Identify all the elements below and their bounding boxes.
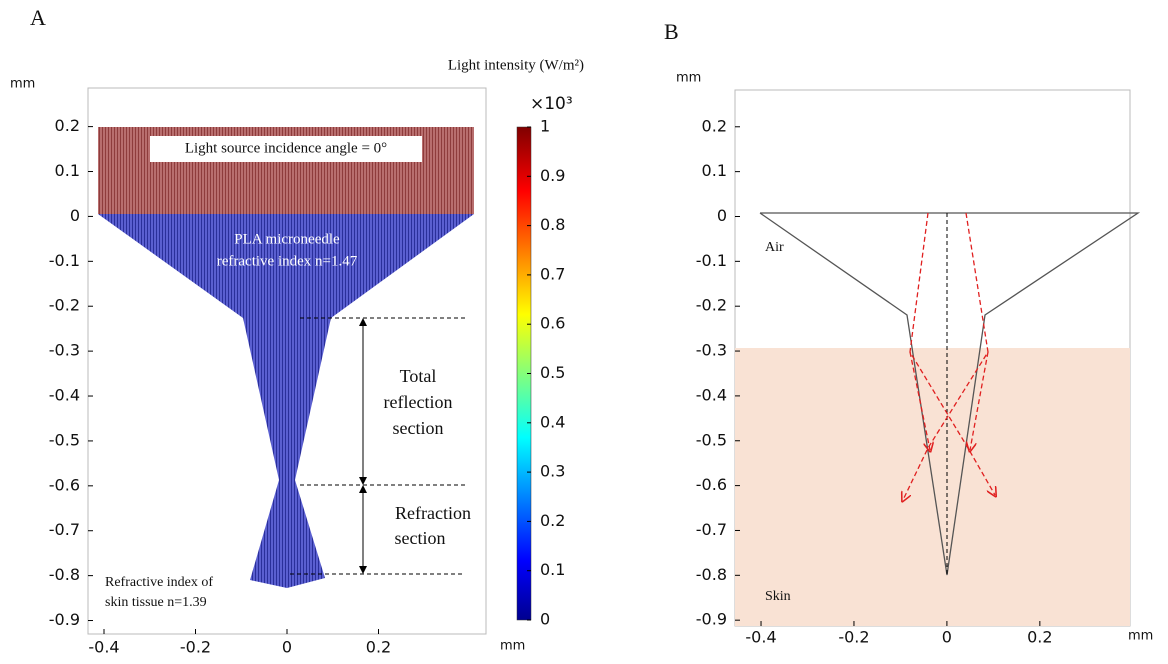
x-tick-label: 0 <box>282 638 292 657</box>
y-unit: mm <box>676 71 701 86</box>
annotation: section <box>395 528 446 548</box>
colorbar-tick-label: 0.5 <box>540 363 565 382</box>
label-bg <box>150 136 422 162</box>
colorbar-tick-label: 0.2 <box>540 511 565 530</box>
colorbar-tick-label: 1 <box>540 117 550 136</box>
x-tick-label: 0.2 <box>366 638 391 657</box>
y-tick-label: -0.1 <box>49 251 80 270</box>
colorbar-tick-label: 0.3 <box>540 462 565 481</box>
panel-label: B <box>664 19 679 44</box>
y-tick-label: -0.7 <box>49 520 80 539</box>
y-tick-label: -0.3 <box>696 341 727 360</box>
y-tick-label: 0.1 <box>702 161 727 180</box>
annotation: PLA microneedle <box>234 231 340 247</box>
x-unit: mm <box>500 639 525 654</box>
y-tick-label: -0.4 <box>696 385 727 404</box>
colorbar-title: Light intensity (W/m²) <box>448 57 584 73</box>
y-unit: mm <box>10 77 35 92</box>
x-tick-label: -0.2 <box>838 628 869 647</box>
y-tick-label: -0.2 <box>49 296 80 315</box>
y-tick-label: -0.7 <box>696 520 727 539</box>
y-tick-label: 0 <box>717 206 727 225</box>
annotation: Total <box>400 366 437 386</box>
y-tick-label: -0.5 <box>696 430 727 449</box>
colorbar-tick-label: 0 <box>540 610 550 629</box>
y-tick-label: -0.6 <box>49 475 80 494</box>
annotation: skin tissue n=1.39 <box>105 595 207 610</box>
x-tick-label: -0.4 <box>745 628 776 647</box>
y-tick-label: 0 <box>70 206 80 225</box>
y-tick-label: -0.9 <box>696 610 727 629</box>
colorbar-multiplier: ×10³ <box>530 94 573 114</box>
y-tick-label: -0.4 <box>49 386 80 405</box>
annotation: reflection <box>384 392 453 412</box>
rays <box>903 212 995 500</box>
y-tick-label: -0.3 <box>49 341 80 360</box>
x-unit: mm <box>1128 629 1153 644</box>
needle-field <box>98 214 474 588</box>
annotation: section <box>393 418 444 438</box>
panel-label: A <box>30 5 46 30</box>
annotation: Skin <box>765 589 791 604</box>
annotation: refractive index n=1.47 <box>217 253 358 269</box>
y-tick-label: -0.6 <box>696 475 727 494</box>
y-tick-label: -0.2 <box>696 296 727 315</box>
guides <box>290 317 465 575</box>
colorbar-tick-label: 0.4 <box>540 412 565 431</box>
y-tick-label: -0.8 <box>696 565 727 584</box>
y-tick-label: -0.8 <box>49 565 80 584</box>
y-tick-label: -0.5 <box>49 430 80 449</box>
x-tick-label: 0 <box>942 628 952 647</box>
colorbar-tick-label: 0.9 <box>540 166 565 185</box>
annotation: Refractive index of <box>105 575 213 590</box>
x-tick-label: -0.4 <box>88 638 119 657</box>
skin-region <box>735 348 1130 626</box>
y-tick-label: 0.1 <box>55 161 80 180</box>
y-tick-label: 0.2 <box>55 116 80 135</box>
y-tick-label: 0.2 <box>702 116 727 135</box>
annotation: Light source incidence angle = 0° <box>185 140 387 156</box>
annotation: Refraction <box>395 503 471 523</box>
colorbar-tick-label: 0.1 <box>540 560 565 579</box>
x-tick-label: -0.2 <box>180 638 211 657</box>
colorbar-tick-label: 0.8 <box>540 215 565 234</box>
y-tick-label: -0.9 <box>49 610 80 629</box>
colorbar-tick-label: 0.7 <box>540 264 565 283</box>
colorbar-tick-label: 0.6 <box>540 314 565 333</box>
annotation: Air <box>765 240 784 255</box>
y-tick-label: -0.1 <box>696 251 727 270</box>
x-tick-label: 0.2 <box>1027 628 1052 647</box>
